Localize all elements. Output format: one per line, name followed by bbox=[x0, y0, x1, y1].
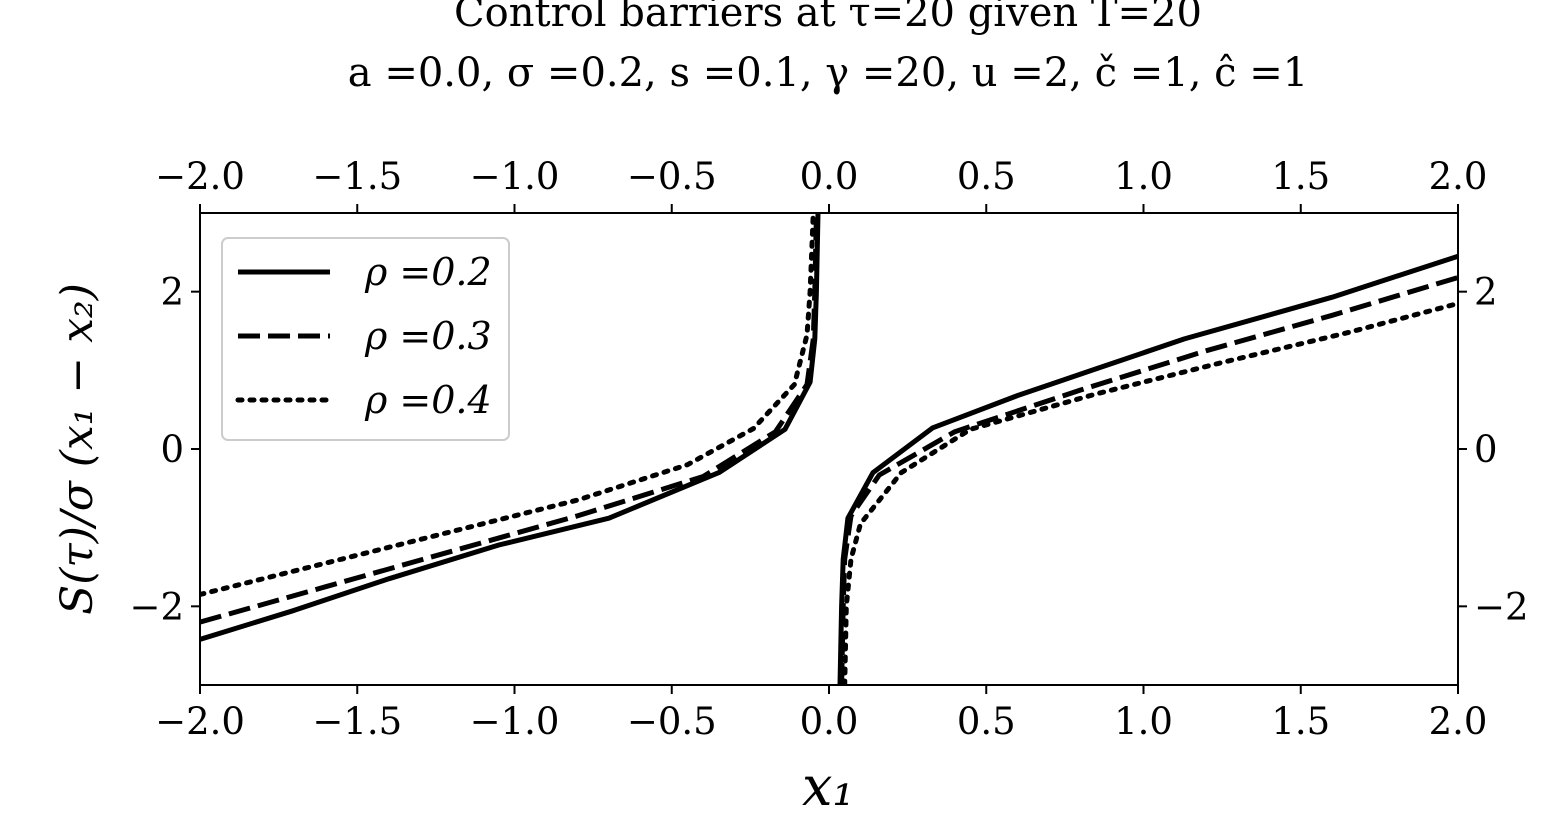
x-tick-label-bottom: −0.5 bbox=[627, 700, 717, 743]
x-tick-label-bottom: −1.5 bbox=[312, 700, 402, 743]
legend-label-2: ρ =0.3 bbox=[364, 314, 492, 358]
x-tick-label-bottom: 0.5 bbox=[957, 700, 1016, 743]
series-3-segment-2 bbox=[842, 301, 1458, 685]
x-tick-label-top: 2.0 bbox=[1429, 155, 1488, 198]
x-tick-label-top: −0.5 bbox=[627, 155, 717, 198]
legend-label-1: ρ =0.2 bbox=[364, 250, 492, 294]
y-tick-label-right: 0 bbox=[1474, 428, 1498, 471]
series-2-segment-1 bbox=[200, 213, 819, 625]
series-2-segment-2 bbox=[839, 275, 1458, 685]
x-tick-label-bottom: −2.0 bbox=[155, 700, 245, 743]
legend-label-3: ρ =0.4 bbox=[364, 378, 492, 422]
series-3-segment-1 bbox=[200, 213, 816, 597]
y-tick-label-left: 2 bbox=[160, 271, 184, 314]
series-layer bbox=[200, 213, 1458, 685]
x-tick-label-bottom: 2.0 bbox=[1429, 700, 1488, 743]
x-tick-label-bottom: 1.5 bbox=[1271, 700, 1330, 743]
x-tick-label-bottom: 1.0 bbox=[1114, 700, 1173, 743]
x-tick-label-bottom: −1.0 bbox=[470, 700, 560, 743]
series-1-segment-2 bbox=[837, 253, 1458, 685]
legend-box bbox=[221, 237, 510, 441]
x-tick-label-top: 1.0 bbox=[1114, 155, 1173, 198]
y-tick-label-right: −2 bbox=[1474, 585, 1529, 628]
y-tick-label-left: 0 bbox=[160, 428, 184, 471]
ticks-layer: −2.0 −2.0 −1.5 −1.5 −1.0 −1.0 −0.5 −0.5 0.0 0.0 0.… bbox=[129, 155, 1528, 743]
legend: ρ =0.2 ρ =0.3 ρ =0.4 bbox=[221, 237, 510, 441]
x-tick-label-top: −1.5 bbox=[312, 155, 402, 198]
x-tick-label-top: −2.0 bbox=[155, 155, 245, 198]
y-tick-label-right: 2 bbox=[1474, 271, 1498, 314]
y-axis-label: S(τ)/σ (x₁ − x₂) bbox=[52, 283, 103, 615]
x-tick-label-top: 0.0 bbox=[800, 155, 859, 198]
chart-subtitle: a =0.0, σ =0.2, s =0.1, γ =20, u =2, č =… bbox=[348, 50, 1308, 96]
x-tick-label-top: −1.0 bbox=[470, 155, 560, 198]
y-tick-label-left: −2 bbox=[129, 585, 184, 628]
x-tick-label-top: 1.5 bbox=[1271, 155, 1330, 198]
x-axis-label: x₁ bbox=[802, 755, 854, 818]
chart-title: Control barriers at τ=20 given T=20 bbox=[454, 0, 1202, 36]
x-tick-label-bottom: 0.0 bbox=[800, 700, 859, 743]
x-tick-label-top: 0.5 bbox=[957, 155, 1016, 198]
